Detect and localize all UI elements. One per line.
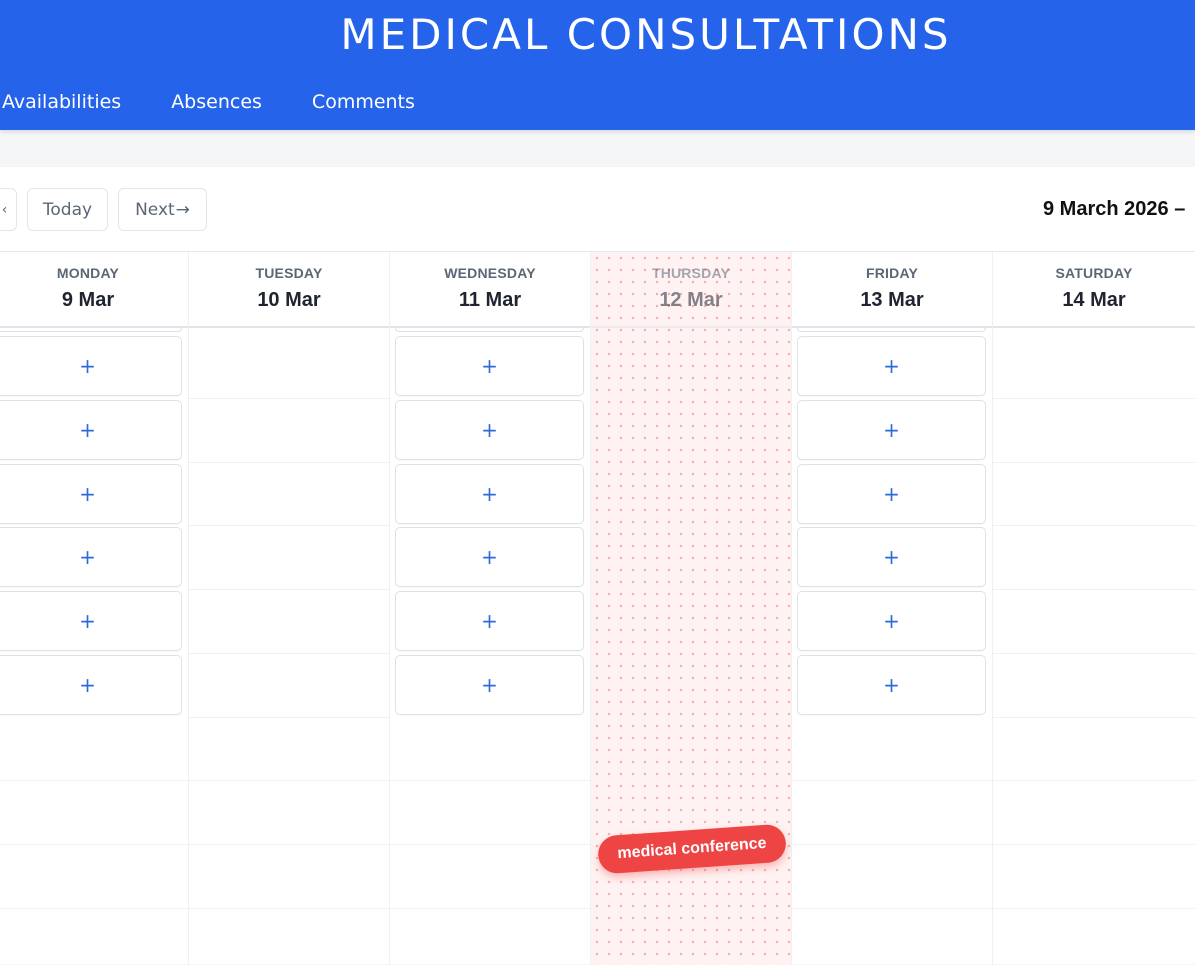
date-range-title: 9 March 2026 – bbox=[1043, 198, 1186, 220]
row-divider bbox=[189, 525, 389, 526]
arrow-right-icon: → bbox=[175, 199, 190, 220]
calendar-panel: ‹ Today Next → 9 March 2026 – MONDAY 9 M… bbox=[0, 167, 1195, 965]
day-header: THURSDAY 12 Mar bbox=[591, 252, 791, 328]
add-slot-button[interactable]: + bbox=[0, 464, 182, 524]
row-divider bbox=[993, 844, 1195, 845]
row-divider bbox=[993, 717, 1195, 718]
slot-edge bbox=[797, 328, 986, 332]
row-divider bbox=[189, 398, 389, 399]
row-divider bbox=[993, 780, 1195, 781]
add-slot-button[interactable]: + bbox=[395, 527, 584, 587]
add-slot-button[interactable]: + bbox=[797, 336, 986, 396]
day-header-date: 12 Mar bbox=[659, 289, 723, 311]
add-slot-button[interactable]: + bbox=[395, 400, 584, 460]
row-divider bbox=[792, 780, 992, 781]
row-divider bbox=[189, 462, 389, 463]
next-week-button[interactable]: Next → bbox=[118, 188, 207, 231]
row-divider bbox=[189, 908, 389, 909]
row-divider bbox=[993, 525, 1195, 526]
add-slot-button[interactable]: + bbox=[0, 655, 182, 715]
day-header: SATURDAY 14 Mar bbox=[993, 252, 1195, 328]
week-grid: MONDAY 9 Mar + + + + + + TUESDAY 10 Mar bbox=[0, 251, 1195, 965]
day-header-date: 11 Mar bbox=[458, 289, 522, 311]
day-header: WEDNESDAY 11 Mar bbox=[390, 252, 590, 328]
nav-item-absences[interactable]: Absences bbox=[171, 91, 262, 113]
app-header: MEDICAL CONSULTATIONS Availabilities Abs… bbox=[0, 0, 1195, 130]
row-divider bbox=[792, 844, 992, 845]
nav-item-availabilities[interactable]: Availabilities bbox=[2, 91, 122, 113]
day-column-monday: MONDAY 9 Mar + + + + + + bbox=[0, 252, 189, 965]
row-divider bbox=[390, 908, 590, 909]
add-slot-button[interactable]: + bbox=[395, 591, 584, 651]
row-divider bbox=[390, 780, 590, 781]
day-column-tuesday: TUESDAY 10 Mar bbox=[189, 252, 390, 965]
row-divider bbox=[993, 653, 1195, 654]
day-header-date: 9 Mar bbox=[61, 289, 115, 311]
add-slot-button[interactable]: + bbox=[0, 527, 182, 587]
row-divider bbox=[189, 653, 389, 654]
row-divider bbox=[993, 398, 1195, 399]
slot-edge bbox=[0, 328, 182, 332]
row-divider bbox=[189, 589, 389, 590]
row-divider bbox=[189, 717, 389, 718]
row-divider bbox=[189, 844, 389, 845]
add-slot-button[interactable]: + bbox=[797, 527, 986, 587]
day-column-thursday: THURSDAY 12 Mar medical conference bbox=[591, 252, 792, 965]
day-header-weekday: MONDAY bbox=[56, 265, 120, 281]
add-slot-button[interactable]: + bbox=[0, 336, 182, 396]
add-slot-button[interactable]: + bbox=[395, 336, 584, 396]
day-header-date: 10 Mar bbox=[257, 289, 321, 311]
day-header-weekday: THURSDAY bbox=[651, 265, 731, 281]
day-column-friday: FRIDAY 13 Mar + + + + + + bbox=[792, 252, 993, 965]
row-divider bbox=[993, 589, 1195, 590]
day-header: MONDAY 9 Mar bbox=[0, 252, 188, 328]
day-header-date: 14 Mar bbox=[1062, 289, 1126, 311]
slot-edge bbox=[395, 328, 584, 332]
day-header-weekday: FRIDAY bbox=[865, 265, 919, 281]
day-header-weekday: TUESDAY bbox=[255, 265, 323, 281]
row-divider bbox=[792, 908, 992, 909]
today-button[interactable]: Today bbox=[27, 188, 108, 231]
app-title: MEDICAL CONSULTATIONS bbox=[340, 10, 952, 59]
add-slot-button[interactable]: + bbox=[0, 400, 182, 460]
day-header-date: 13 Mar bbox=[860, 289, 924, 311]
add-slot-button[interactable]: + bbox=[395, 464, 584, 524]
nav-item-comments[interactable]: Comments bbox=[311, 91, 415, 113]
day-column-wednesday: WEDNESDAY 11 Mar + + + + + + bbox=[390, 252, 591, 965]
add-slot-button[interactable]: + bbox=[797, 464, 986, 524]
main-nav: Availabilities Absences Comments bbox=[2, 91, 415, 113]
row-divider bbox=[390, 844, 590, 845]
row-divider bbox=[0, 908, 188, 909]
day-header: FRIDAY 13 Mar bbox=[792, 252, 992, 328]
previous-week-button[interactable]: ‹ bbox=[0, 188, 17, 231]
row-divider bbox=[0, 780, 188, 781]
next-button-label: Next bbox=[135, 199, 175, 220]
day-column-saturday: SATURDAY 14 Mar bbox=[993, 252, 1195, 965]
row-divider bbox=[993, 462, 1195, 463]
day-header-weekday: SATURDAY bbox=[1055, 265, 1133, 281]
absence-badge[interactable]: medical conference bbox=[596, 823, 788, 875]
add-slot-button[interactable]: + bbox=[395, 655, 584, 715]
day-header-weekday: WEDNESDAY bbox=[444, 265, 536, 281]
row-divider bbox=[0, 844, 188, 845]
chevron-left-icon: ‹ bbox=[1, 201, 8, 218]
row-divider bbox=[993, 908, 1195, 909]
row-divider bbox=[189, 780, 389, 781]
add-slot-button[interactable]: + bbox=[797, 400, 986, 460]
add-slot-button[interactable]: + bbox=[797, 591, 986, 651]
add-slot-button[interactable]: + bbox=[797, 655, 986, 715]
day-header: TUESDAY 10 Mar bbox=[189, 252, 389, 328]
add-slot-button[interactable]: + bbox=[0, 591, 182, 651]
